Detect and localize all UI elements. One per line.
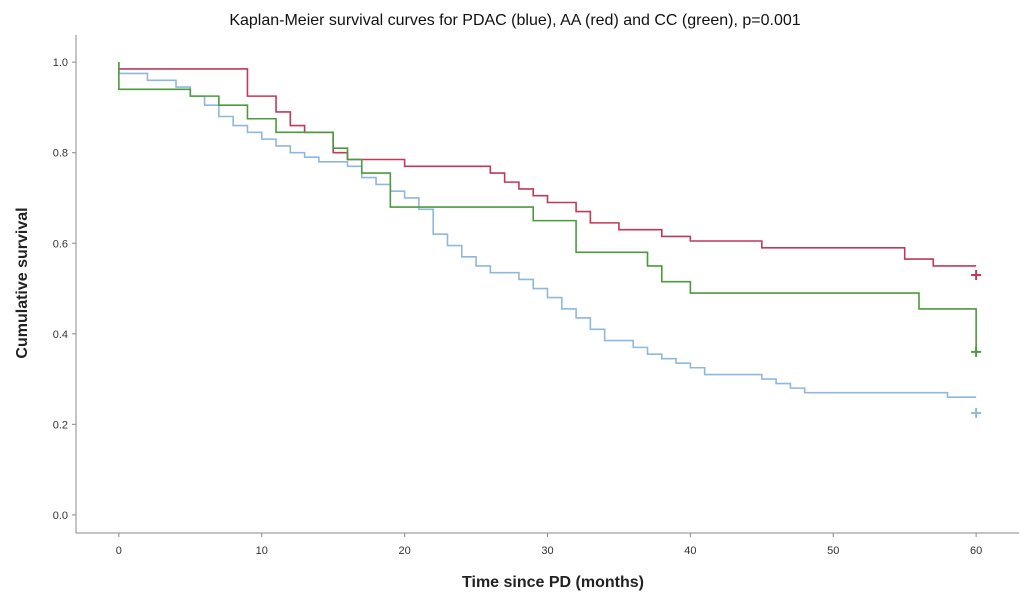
- censor-marker-0: [971, 408, 982, 419]
- y-tick-label: 0.2: [53, 419, 68, 431]
- x-tick-label: 60: [970, 545, 982, 557]
- survival-curve-2: [118, 62, 977, 352]
- survival-curve-1: [118, 68, 977, 267]
- y-tick-label: 0.8: [53, 148, 68, 160]
- survival-curves: [118, 62, 982, 419]
- x-tick-label: 30: [541, 545, 553, 557]
- ticks-group: 0 10 20 30 40 50 60 0.0 0.2 0.4 0.6 0.8 1.0: [53, 57, 983, 557]
- x-tick-label: 40: [684, 545, 696, 557]
- censor-marker-1: [971, 269, 982, 280]
- chart-title: Kaplan-Meier survival curves for PDAC (b…: [229, 12, 800, 29]
- x-tick-label: 0: [116, 545, 122, 557]
- y-tick-label: 1.0: [53, 57, 68, 69]
- y-tick-label: 0.0: [53, 510, 68, 522]
- x-tick-label: 10: [256, 545, 268, 557]
- censor-marker-2: [971, 346, 982, 357]
- y-axis-title: Cumulative survival: [14, 207, 31, 358]
- x-tick-label: 50: [827, 545, 839, 557]
- y-tick-label: 0.6: [53, 238, 68, 250]
- survival-curve-0: [118, 62, 977, 398]
- x-tick-label: 20: [398, 545, 410, 557]
- x-axis-title: Time since PD (months): [462, 574, 644, 591]
- y-tick-label: 0.4: [53, 329, 68, 341]
